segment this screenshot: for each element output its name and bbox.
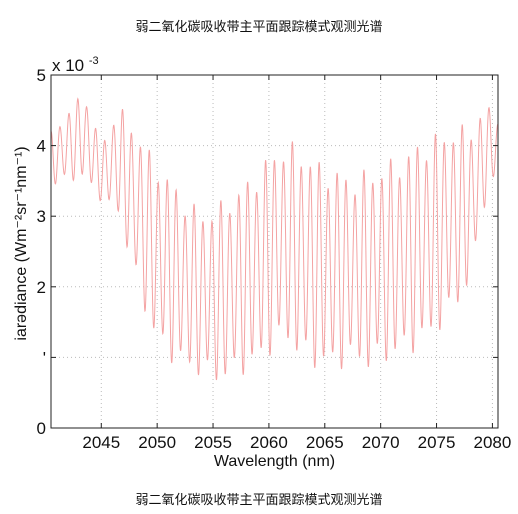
y-axis-multiplier: x 10 -3 [52,55,99,75]
x-tick-label: 2060 [250,433,288,452]
y-tick-label: 0 [37,419,46,438]
y-tick-label: 2 [37,278,46,297]
x-tick-label: 2065 [306,433,344,452]
x-tick-label: 2070 [362,433,400,452]
grid-lines [51,74,498,429]
y-tick-label: 5 [37,66,46,85]
x-tick-label: 2045 [82,433,120,452]
plot-frame [50,74,499,429]
y-tick-label: 3 [37,207,46,226]
y-tick-label: ' [43,348,46,367]
spectrum-line [50,97,499,381]
chart-title: 弱二氧化碳吸收带主平面跟踪模式观测光谱 [135,20,383,35]
y-axis-label: iarədiance (Wm⁻²sr⁻¹nm⁻¹) [13,146,30,340]
x-tick-label: 2050 [138,433,176,452]
x-axis-label: Wavelength (nm) [214,453,335,470]
y-axis: 0 ' 2 3 4 5 [37,66,498,438]
chart-caption: 弱二氧化碳吸收带主平面跟踪模式观测光谱 [135,493,383,508]
series-layer [50,97,499,381]
x-tick-label: 2055 [194,433,232,452]
x-tick-label: 2080 [473,433,511,452]
y-tick-label: 4 [37,137,46,156]
x-axis: 2045 2050 2055 2060 2065 2070 2075 2080 [82,75,511,452]
x-tick-label: 2075 [418,433,456,452]
